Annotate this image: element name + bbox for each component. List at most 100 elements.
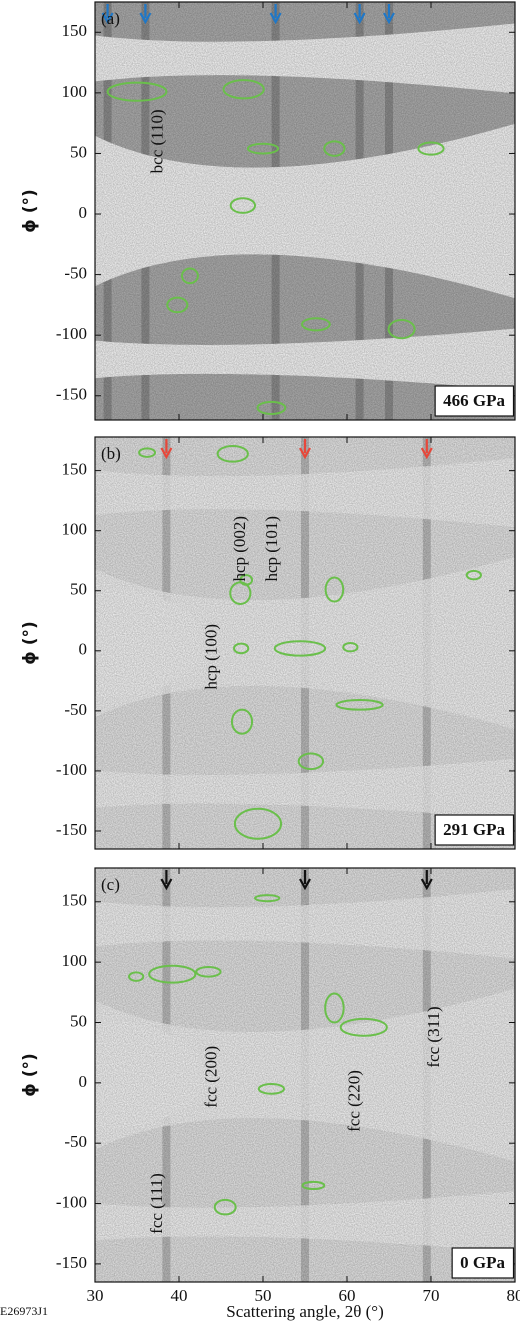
peak-label: fcc (220) xyxy=(344,1070,363,1132)
plot-frame xyxy=(94,1,516,421)
y-tick-label: -150 xyxy=(56,385,87,404)
peak-label: hcp (002) xyxy=(230,516,249,582)
peak-ellipse xyxy=(273,640,327,657)
peak-arrow xyxy=(101,4,114,25)
peak-ellipse xyxy=(216,445,249,463)
x-tick-label: 40 xyxy=(171,1286,188,1305)
peak-ellipse xyxy=(229,581,252,605)
peak-arrow xyxy=(420,870,433,891)
peak-arrow xyxy=(160,870,173,891)
y-tick-label: 100 xyxy=(62,951,88,970)
peak-ellipse xyxy=(297,752,325,771)
x-tick-label: 80 xyxy=(507,1286,520,1305)
peak-arrow xyxy=(299,870,311,891)
pressure-box xyxy=(451,1247,515,1279)
y-tick-label: -50 xyxy=(64,264,87,283)
pressure-box xyxy=(434,385,515,417)
peak-ellipse xyxy=(180,267,199,285)
peak-ellipse xyxy=(339,1017,388,1037)
peak-ellipse xyxy=(138,447,157,458)
y-tick-label: -50 xyxy=(64,1132,87,1151)
y-tick-label: 100 xyxy=(62,520,88,539)
peak-ellipse xyxy=(233,807,283,840)
figure-id: E26973J1 xyxy=(0,1304,48,1318)
peak-ellipse xyxy=(106,81,168,102)
peak-ellipse xyxy=(166,296,189,314)
peak-arrow xyxy=(139,4,152,25)
y-axis-title: ϕ (°) xyxy=(20,189,40,233)
peak-ellipse xyxy=(257,1083,285,1095)
plot-frame xyxy=(94,867,516,1283)
y-tick-label: 100 xyxy=(62,82,88,101)
y-tick-label: 0 xyxy=(79,640,88,659)
y-axis-title: ϕ (°) xyxy=(20,621,40,665)
pressure-box xyxy=(434,814,515,846)
diffraction-image xyxy=(95,868,515,1282)
y-tick-label: 0 xyxy=(79,1072,88,1091)
peak-ellipse xyxy=(324,992,345,1024)
peak-ellipse xyxy=(254,894,281,903)
peak-ellipse xyxy=(465,569,482,581)
peak-ellipse xyxy=(222,79,265,100)
peak-ellipse xyxy=(230,708,254,735)
x-axis-title: Scattering angle, 2θ (°) xyxy=(226,1302,384,1321)
pressure-label: 291 GPa xyxy=(443,820,505,839)
peak-ellipse xyxy=(148,964,197,984)
peak-ellipse xyxy=(256,400,287,415)
peak-ellipse xyxy=(387,319,416,340)
peak-ellipse xyxy=(213,1198,237,1216)
y-tick-label: 150 xyxy=(62,21,88,40)
peak-label: hcp (100) xyxy=(202,624,221,690)
peak-arrow xyxy=(269,4,282,25)
peak-ellipse xyxy=(301,1180,326,1191)
peak-label: bcc (110) xyxy=(148,109,167,173)
y-tick-label: 50 xyxy=(70,1011,87,1030)
panel-label: (b) xyxy=(101,444,121,463)
peak-ellipse xyxy=(417,141,445,156)
peak-ellipse xyxy=(342,642,359,653)
x-tick-label: 70 xyxy=(423,1286,440,1305)
noise xyxy=(95,437,515,849)
x-tick-label: 50 xyxy=(255,1286,272,1305)
plot-frame xyxy=(94,436,516,850)
y-axis-title: ϕ (°) xyxy=(20,1053,40,1097)
y-tick-label: -100 xyxy=(56,324,87,343)
peak-ellipse xyxy=(324,576,345,603)
y-tick-label: 50 xyxy=(70,142,87,161)
pressure-label: 0 GPa xyxy=(460,1253,505,1272)
y-tick-label: -50 xyxy=(64,700,87,719)
y-tick-label: 0 xyxy=(79,203,88,222)
diffraction-image xyxy=(95,2,515,420)
x-tick-label: 60 xyxy=(339,1286,356,1305)
peak-ellipse xyxy=(128,971,145,982)
peak-arrow xyxy=(383,4,395,25)
peak-arrow xyxy=(160,439,173,460)
peak-ellipse xyxy=(195,965,222,978)
y-tick-label: -100 xyxy=(56,760,87,779)
peak-ellipse xyxy=(335,699,384,711)
diffraction-image xyxy=(95,437,515,849)
peak-ellipse xyxy=(229,197,257,214)
y-tick-label: -100 xyxy=(56,1192,87,1211)
peak-label: fcc (200) xyxy=(202,1046,221,1108)
pressure-label: 466 GPa xyxy=(443,391,505,410)
peak-label: fcc (111) xyxy=(147,1173,166,1234)
y-tick-label: 150 xyxy=(62,460,88,479)
x-tick-label: 30 xyxy=(87,1286,104,1305)
y-tick-label: 50 xyxy=(70,580,87,599)
peak-ellipse xyxy=(246,142,280,155)
peak-arrow xyxy=(420,439,433,460)
panel-label: (c) xyxy=(101,875,120,894)
y-tick-label: 150 xyxy=(62,891,88,910)
noise xyxy=(95,868,515,1282)
peak-arrow xyxy=(353,4,366,25)
peak-ellipse xyxy=(301,317,331,332)
peak-ellipse xyxy=(233,642,250,655)
noise xyxy=(95,2,515,420)
peak-arrow xyxy=(299,439,311,460)
y-tick-label: -150 xyxy=(56,820,87,839)
panel-label: (a) xyxy=(101,9,120,28)
peak-ellipse xyxy=(323,140,346,157)
